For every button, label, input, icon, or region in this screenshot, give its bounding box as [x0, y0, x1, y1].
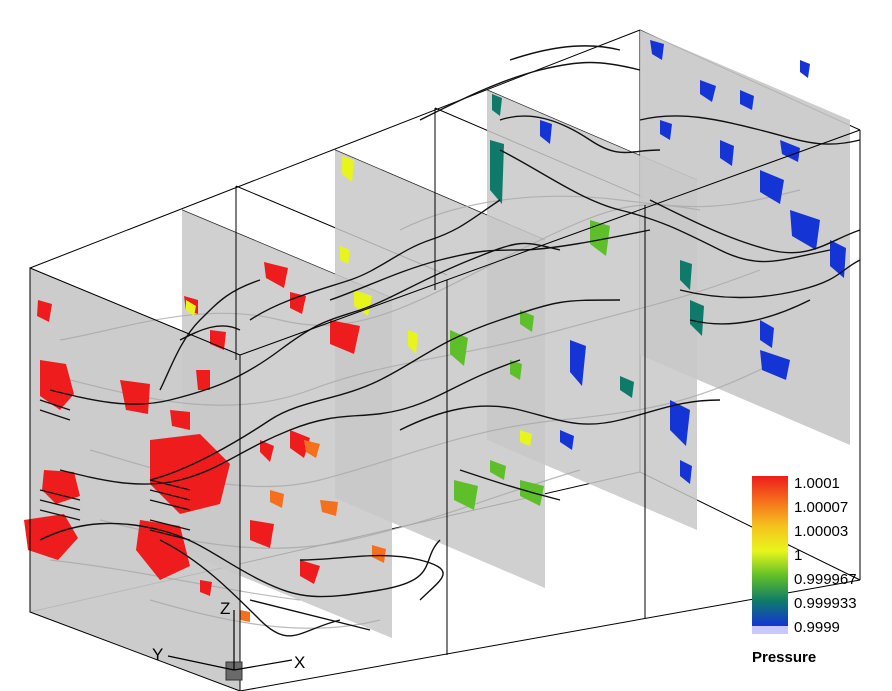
axis-triad: Z X Y	[152, 599, 305, 681]
legend-entry-label: 1.00003	[794, 523, 848, 540]
legend-entry-label: 0.999967	[794, 571, 857, 588]
axis-label-y: Y	[152, 645, 163, 664]
pressure-blobs-high	[24, 262, 360, 596]
legend-entry-label: 0.9999	[794, 619, 840, 636]
legend-labels: 1.0001 1.00007 1.00003 1 0.999967 0.999933 0.9…	[794, 475, 857, 636]
pressure-blobs-teal	[490, 94, 704, 398]
legend-gradient	[752, 476, 788, 626]
axis-label-z: Z	[220, 599, 230, 618]
pressure-blobs-mid-high	[240, 440, 386, 622]
axis-label-x: X	[294, 653, 305, 672]
legend-gradient-tail	[752, 626, 788, 634]
pressure-blobs-mid-low	[450, 220, 610, 510]
legend-entry-label: 0.999933	[794, 595, 857, 612]
pressure-blobs-low	[540, 40, 846, 484]
legend-entry-label: 1	[794, 547, 802, 564]
slice-planes	[30, 30, 850, 691]
pressure-legend: 1.0001 1.00007 1.00003 1 0.999967 0.999933 0.9…	[752, 475, 857, 666]
slice-plane-5	[640, 30, 850, 445]
streamlines	[39, 45, 861, 637]
legend-title: Pressure	[752, 649, 816, 666]
legend-entry-label: 1.00007	[794, 499, 848, 516]
legend-color-bar	[752, 476, 788, 634]
pressure-blobs-neutral	[186, 156, 532, 446]
legend-entry-label: 1.0001	[794, 475, 840, 492]
